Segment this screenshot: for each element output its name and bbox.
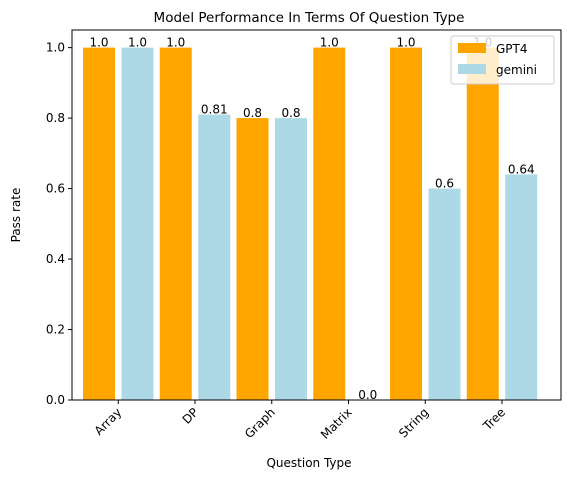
y-tick-label: 0.4: [46, 252, 65, 266]
legend-swatch-gpt4: [458, 43, 486, 53]
data-label-gemini-graph: 0.8: [281, 106, 300, 120]
legend-label-gemini: gemini: [496, 63, 537, 77]
data-label-gemini-tree: 0.64: [508, 162, 535, 176]
bar-gemini-graph: [275, 118, 307, 400]
y-tick-label: 1.0: [46, 41, 65, 55]
x-tick-label-dp: DP: [180, 405, 202, 427]
y-tick-label: 0.0: [46, 393, 65, 407]
data-label-gpt4-matrix: 1.0: [320, 36, 339, 50]
bar-gpt4-string: [390, 47, 422, 401]
data-label-gemini-matrix: 0.0: [358, 388, 377, 402]
x-tick-label-graph: Graph: [242, 405, 278, 441]
y-tick-label: 0.2: [46, 323, 65, 337]
plot-frame: [71, 29, 562, 401]
x-axis: Array DP Graph Matrix String Tree: [92, 400, 508, 442]
x-tick-label-string: String: [396, 405, 431, 440]
x-tick-label-matrix: Matrix: [318, 405, 355, 442]
data-label-gpt4-dp: 1.0: [166, 36, 185, 50]
bar-gpt4-tree: [466, 47, 499, 401]
y-tick-label: 0.8: [46, 111, 65, 125]
y-tick-label: 0.6: [46, 182, 65, 196]
data-label-gemini-dp: 0.81: [201, 103, 228, 117]
x-axis-label: Question Type: [266, 456, 351, 470]
data-label-gpt4-graph: 0.8: [243, 106, 262, 120]
bar-gemini-string: [428, 188, 461, 400]
data-label-gemini-array: 1.0: [128, 36, 147, 50]
legend-label-gpt4: GPT4: [496, 42, 528, 56]
y-axis-label: Pass rate: [9, 188, 23, 243]
bar-gpt4-graph: [236, 118, 269, 400]
chart-title: Model Performance In Terms Of Question T…: [154, 10, 465, 26]
bars-layer: [83, 47, 538, 401]
bar-gemini-array: [121, 47, 154, 401]
legend-swatch-gemini: [458, 64, 486, 74]
x-tick-label-tree: Tree: [480, 405, 508, 433]
legend: GPT4 gemini: [450, 35, 555, 85]
bar-gpt4-matrix: [313, 47, 346, 401]
bar-gemini-tree: [505, 174, 538, 400]
bar-gpt4-array: [83, 47, 115, 401]
y-axis: 0.0 0.2 0.4 0.6 0.8 1.0: [46, 41, 72, 407]
data-label-gemini-string: 0.6: [435, 177, 454, 191]
x-tick-label-array: Array: [92, 405, 125, 438]
data-label-gpt4-string: 1.0: [396, 36, 415, 50]
data-label-gpt4-array: 1.0: [89, 36, 108, 50]
bar-gemini-dp: [198, 114, 231, 400]
bar-gpt4-dp: [159, 47, 192, 401]
